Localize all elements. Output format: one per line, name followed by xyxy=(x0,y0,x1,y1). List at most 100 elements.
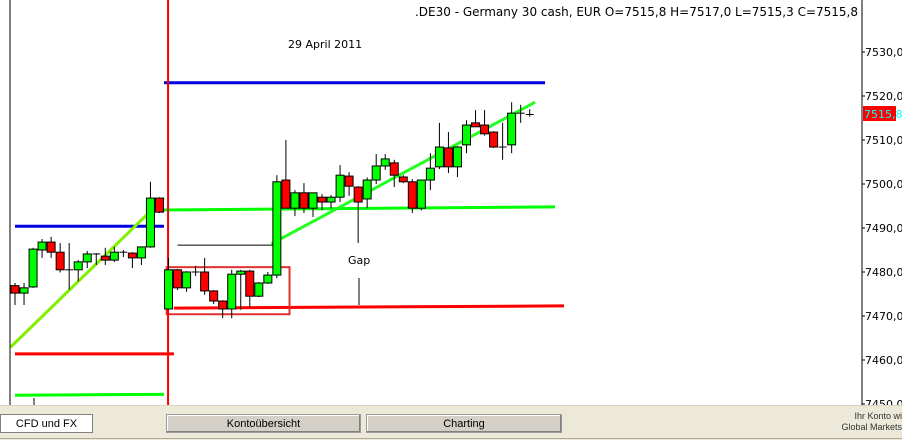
candles xyxy=(10,102,534,319)
candle xyxy=(290,190,300,217)
candle-body xyxy=(227,273,237,310)
candle xyxy=(82,250,92,269)
chart-title: .DE30 - Germany 30 cash, EUR O=7515,8 H=… xyxy=(415,5,858,19)
candle-body xyxy=(443,147,453,168)
candle xyxy=(489,131,499,148)
support-red-today-line xyxy=(173,304,565,310)
candle-body xyxy=(452,146,462,168)
last-price-label: 7515,8 xyxy=(864,108,902,121)
candle xyxy=(236,269,246,310)
candle xyxy=(127,252,137,269)
candle-body xyxy=(82,253,92,263)
candle-body xyxy=(200,271,210,292)
y-tick-label: 7520,0 xyxy=(865,90,902,103)
candle-body xyxy=(10,285,20,294)
candle-body xyxy=(344,175,354,187)
candle-body xyxy=(19,287,29,294)
candle xyxy=(100,247,110,265)
candle xyxy=(109,246,119,262)
candle xyxy=(245,269,255,308)
trendline-prev-day-line xyxy=(9,197,166,349)
price-chart[interactable]: 7530,0 7520,0 7510,0 7500,0 7490,0 7480,0 7470… xyxy=(0,0,902,406)
candle xyxy=(344,172,354,196)
candle xyxy=(353,186,363,243)
candle xyxy=(371,154,381,184)
candle xyxy=(398,175,408,184)
candle-body xyxy=(145,197,155,248)
candle-body xyxy=(136,246,146,259)
y-tick-label: 7480,0 xyxy=(865,266,902,279)
candle-body xyxy=(209,290,219,302)
support-green-today-line xyxy=(163,205,556,212)
bottom-tab-bar: CFD und FX Kontoübersicht Charting Ihr K… xyxy=(0,405,902,440)
candle-body xyxy=(254,282,264,297)
y-tick-label: 7460,0 xyxy=(865,354,902,367)
candle xyxy=(10,283,20,305)
candle-body xyxy=(263,274,273,284)
candle-body xyxy=(407,181,417,209)
candle-body xyxy=(109,251,119,261)
y-tick-label: 7470,0 xyxy=(865,310,902,323)
candle-body xyxy=(317,196,327,203)
candle xyxy=(434,122,444,170)
account-status: Ihr Konto wi Global Markets xyxy=(841,411,902,433)
candle xyxy=(416,179,426,211)
candle-body xyxy=(245,270,255,297)
y-tick-label: 7510,0 xyxy=(865,134,902,147)
status-line-2: Global Markets xyxy=(841,422,902,432)
candle-body xyxy=(362,179,372,200)
candle xyxy=(272,175,282,279)
candle xyxy=(254,282,264,298)
candle-body xyxy=(308,192,318,209)
candle xyxy=(218,300,228,319)
candle xyxy=(389,159,399,188)
candle-body xyxy=(46,241,56,253)
candle xyxy=(462,120,471,154)
price-axis: 7530,0 7520,0 7510,0 7500,0 7490,0 7480,0 7470… xyxy=(862,46,902,406)
candle xyxy=(326,195,336,209)
candle xyxy=(154,197,164,214)
candle xyxy=(407,179,417,214)
candle-body xyxy=(281,179,291,209)
candle xyxy=(145,181,155,248)
candle xyxy=(516,104,525,123)
y-tick-label: 7450,0 xyxy=(865,398,902,406)
candle-body xyxy=(37,241,47,251)
candle xyxy=(65,242,74,290)
candle-body xyxy=(290,192,300,209)
candle xyxy=(182,271,192,292)
candle xyxy=(200,257,210,295)
candle xyxy=(299,183,309,214)
tab-cfd-und-fx[interactable]: CFD und FX xyxy=(0,414,93,433)
candle xyxy=(317,194,327,210)
candle-body xyxy=(236,270,246,275)
candle-body xyxy=(434,146,444,168)
status-line-1: Ihr Konto wi xyxy=(854,411,902,421)
candle-body xyxy=(353,186,363,203)
candle xyxy=(227,269,237,319)
candle-body xyxy=(462,124,471,146)
tab-charting[interactable]: Charting xyxy=(366,414,562,433)
candle-body xyxy=(471,122,481,128)
candle xyxy=(471,110,481,128)
gap-label: Gap xyxy=(348,254,370,267)
candle xyxy=(263,272,273,284)
candle xyxy=(19,283,29,305)
candle-body xyxy=(335,174,345,198)
candle xyxy=(164,257,174,310)
trendline-today-line xyxy=(270,100,536,246)
candle-body xyxy=(100,255,110,261)
tab-kontouebersicht[interactable]: Kontoübersicht xyxy=(166,414,361,433)
candle xyxy=(525,109,534,117)
candle-body xyxy=(398,176,408,183)
candle xyxy=(308,192,318,217)
candle-body xyxy=(380,158,390,167)
candle-body xyxy=(28,248,38,288)
y-tick-label: 7490,0 xyxy=(865,222,902,235)
candle-body xyxy=(127,252,137,259)
candle-body xyxy=(299,192,309,209)
candle xyxy=(452,146,462,177)
candle-body xyxy=(55,251,65,271)
candle-body xyxy=(182,271,192,289)
candle-body xyxy=(218,300,228,310)
